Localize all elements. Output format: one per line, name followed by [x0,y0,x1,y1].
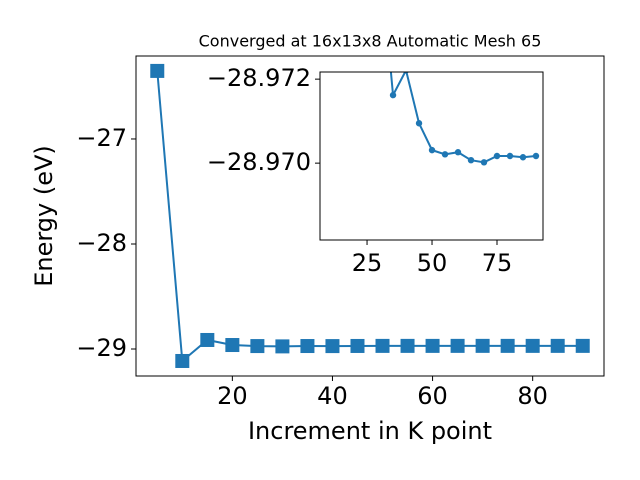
marker [150,63,165,78]
marker [350,338,365,353]
marker [454,149,462,156]
plot-series [389,72,540,166]
x-tick-label: 40 [317,382,348,410]
marker [175,353,190,368]
marker [225,338,240,353]
y-tick-label: −28.970 [207,148,311,176]
marker [200,332,215,347]
y-tick-label: −29 [76,334,127,362]
marker [400,338,415,353]
x-tick-label: 75 [482,249,513,277]
marker [550,338,565,353]
marker [389,91,397,99]
marker [493,152,501,160]
marker [519,154,527,161]
marker [475,338,490,353]
marker [506,152,514,160]
x-tick-label: 50 [417,249,448,277]
marker [425,338,440,353]
y-tick-label: −28 [76,229,127,257]
axes-frame [319,71,544,241]
x-tick-label: 20 [217,382,248,410]
x-tick-label: 80 [517,382,548,410]
marker [450,338,465,353]
marker [575,338,590,353]
marker [250,339,265,354]
x-tick-label: 60 [417,382,448,410]
marker [300,339,315,354]
marker [467,157,475,164]
marker [441,151,449,158]
marker [500,338,515,353]
marker [275,339,290,354]
marker [532,152,540,160]
marker [525,338,540,353]
marker [415,120,423,127]
marker [375,338,390,353]
marker [480,159,488,166]
y-tick-label: −28.972 [207,64,311,92]
marker [325,339,340,354]
plot-series [150,63,590,368]
x-tick-label: 25 [352,249,383,277]
axes-frame [135,55,605,377]
y-tick-label: −27 [76,124,127,152]
y-axis-label: Energy (eV) [30,145,58,287]
marker [428,146,436,154]
chart-title: Converged at 16x13x8 Automatic Mesh 65 [199,32,542,51]
x-axis-label: Increment in K point [248,417,492,445]
